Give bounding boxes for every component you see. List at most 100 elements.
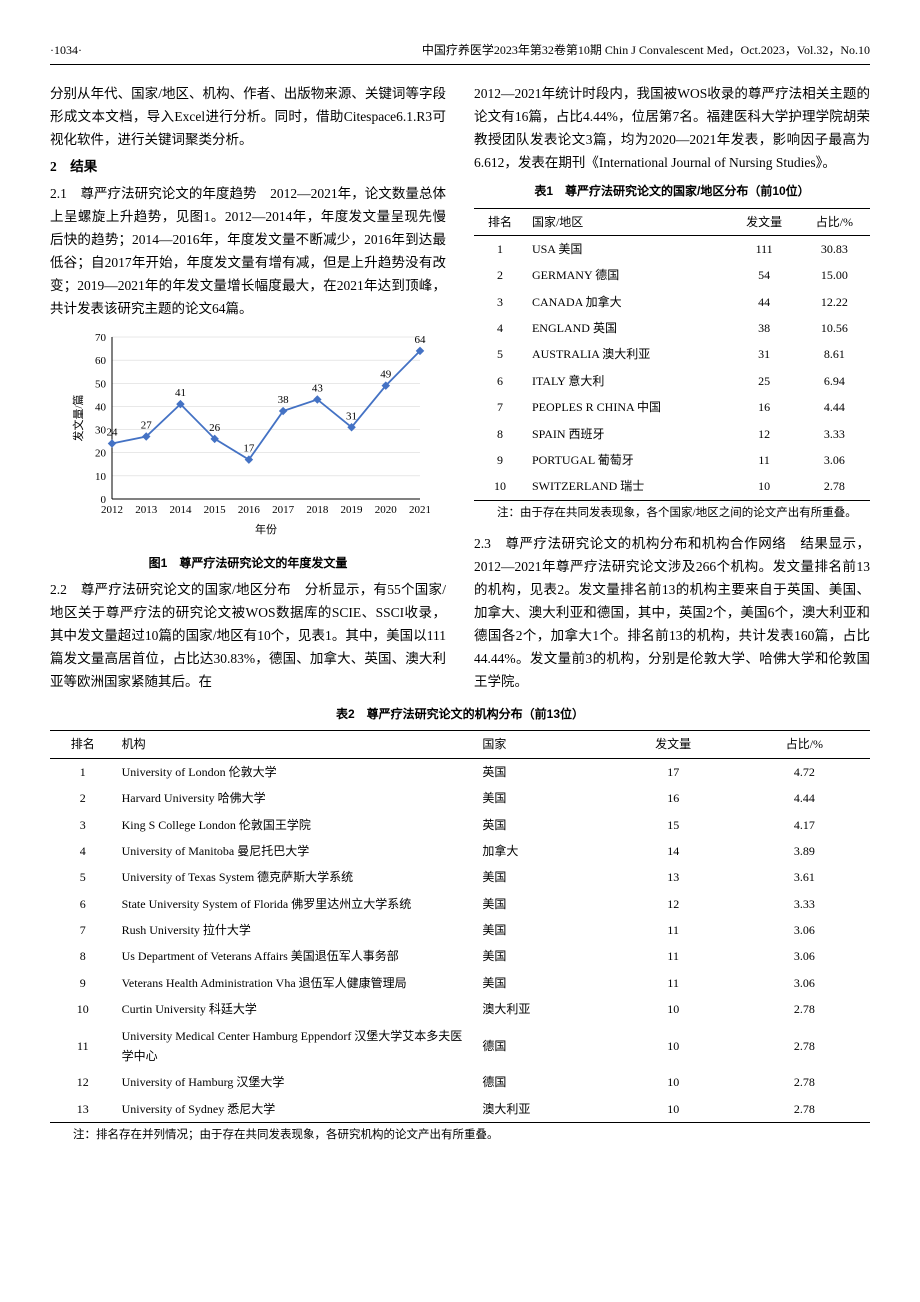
table-cell: 16: [608, 785, 739, 811]
para-intro: 分别从年代、国家/地区、机构、作者、出版物来源、关键词等字段形成文本文档，导入E…: [50, 83, 446, 152]
table-cell: 10: [608, 1023, 739, 1070]
svg-text:2016: 2016: [238, 504, 261, 516]
table-row: 4University of Manitoba 曼尼托巴大学加拿大143.89: [50, 838, 870, 864]
table-row: 4ENGLAND 英国3810.56: [474, 315, 870, 341]
table-cell: SPAIN 西班牙: [526, 421, 730, 447]
table-cell: SWITZERLAND 瑞士: [526, 473, 730, 500]
table-cell: University of London 伦敦大学: [116, 758, 477, 785]
table-cell: 5: [50, 864, 116, 890]
table-cell: 11: [608, 917, 739, 943]
table-cell: PEOPLES R CHINA 中国: [526, 394, 730, 420]
table-row: 12University of Hamburg 汉堡大学德国102.78: [50, 1069, 870, 1095]
table-cell: 25: [729, 368, 798, 394]
table-cell: 11: [608, 970, 739, 996]
svg-text:2019: 2019: [341, 504, 364, 516]
table-cell: 30.83: [799, 235, 870, 262]
table-cell: 美国: [476, 970, 607, 996]
table-cell: 加拿大: [476, 838, 607, 864]
table-cell: 15.00: [799, 262, 870, 288]
table-row: 3CANADA 加拿大4412.22: [474, 289, 870, 315]
table-cell: GERMANY 德国: [526, 262, 730, 288]
table-cell: 美国: [476, 943, 607, 969]
table-cell: 3.06: [739, 943, 870, 969]
table-row: 9PORTUGAL 葡萄牙113.06: [474, 447, 870, 473]
table-cell: 3: [474, 289, 526, 315]
svg-text:20: 20: [95, 447, 107, 459]
table-cell: 3: [50, 812, 116, 838]
table-cell: 3.06: [739, 970, 870, 996]
page-header: ·1034· 中国疗养医学2023年第32卷第10期 Chin J Conval…: [50, 40, 870, 65]
table-2: 排名机构国家发文量占比/%1University of London 伦敦大学英…: [50, 730, 870, 1123]
table-cell: 2.78: [739, 1023, 870, 1070]
line-chart-svg: 0102030405060702420122720134120142620151…: [70, 329, 430, 539]
table-cell: 5: [474, 341, 526, 367]
table-cell: 13: [50, 1096, 116, 1123]
table-cell: University of Hamburg 汉堡大学: [116, 1069, 477, 1095]
table-cell: Harvard University 哈佛大学: [116, 785, 477, 811]
table-cell: 4: [474, 315, 526, 341]
svg-text:43: 43: [312, 382, 324, 394]
svg-text:24: 24: [107, 426, 119, 438]
table-2-note: 注：排名存在并列情况；由于存在共同发表现象，各研究机构的论文产出有所重叠。: [50, 1126, 870, 1146]
table-cell: ENGLAND 英国: [526, 315, 730, 341]
table-row: 8Us Department of Veterans Affairs 美国退伍军…: [50, 943, 870, 969]
table-cell: 美国: [476, 785, 607, 811]
table-cell: USA 美国: [526, 235, 730, 262]
table-cell: 美国: [476, 891, 607, 917]
svg-text:2021: 2021: [409, 504, 430, 516]
table-cell: 3.61: [739, 864, 870, 890]
svg-text:2014: 2014: [169, 504, 192, 516]
table-cell: 10: [608, 1096, 739, 1123]
table-header: 排名: [474, 208, 526, 235]
svg-text:2017: 2017: [272, 504, 295, 516]
table-cell: 9: [474, 447, 526, 473]
table-cell: 2.78: [739, 996, 870, 1022]
table-cell: 2.78: [799, 473, 870, 500]
table-2-caption: 表2 尊严疗法研究论文的机构分布（前13位）: [50, 704, 870, 724]
table-row: 6ITALY 意大利256.94: [474, 368, 870, 394]
table-cell: 12.22: [799, 289, 870, 315]
svg-text:70: 70: [95, 332, 107, 344]
left-column: 分别从年代、国家/地区、机构、作者、出版物来源、关键词等字段形成文本文档，导入E…: [50, 83, 446, 694]
table-cell: 3.33: [799, 421, 870, 447]
table-cell: State University System of Florida 佛罗里达州…: [116, 891, 477, 917]
table-2-block: 表2 尊严疗法研究论文的机构分布（前13位） 排名机构国家发文量占比/%1Uni…: [50, 704, 870, 1146]
table-cell: 3.06: [799, 447, 870, 473]
table-cell: University of Sydney 悉尼大学: [116, 1096, 477, 1123]
table-1-caption: 表1 尊严疗法研究论文的国家/地区分布（前10位）: [474, 181, 870, 201]
table-cell: 10: [608, 1069, 739, 1095]
table-header: 国家: [476, 731, 607, 758]
table-cell: King S College London 伦敦国王学院: [116, 812, 477, 838]
table-cell: 13: [608, 864, 739, 890]
table-header: 占比/%: [799, 208, 870, 235]
table-cell: 4: [50, 838, 116, 864]
table-cell: 德国: [476, 1023, 607, 1070]
svg-text:30: 30: [95, 424, 107, 436]
table-cell: 8.61: [799, 341, 870, 367]
table-row: 11University Medical Center Hamburg Eppe…: [50, 1023, 870, 1070]
table-cell: CANADA 加拿大: [526, 289, 730, 315]
table-cell: 德国: [476, 1069, 607, 1095]
table-cell: 11: [608, 943, 739, 969]
table-cell: 2: [474, 262, 526, 288]
svg-text:49: 49: [380, 368, 392, 380]
svg-text:年份: 年份: [255, 522, 277, 536]
two-column-layout: 分别从年代、国家/地区、机构、作者、出版物来源、关键词等字段形成文本文档，导入E…: [50, 83, 870, 694]
table-cell: 4.44: [739, 785, 870, 811]
table-row: 6State University System of Florida 佛罗里达…: [50, 891, 870, 917]
svg-text:发文量/篇: 发文量/篇: [71, 394, 85, 441]
svg-text:31: 31: [346, 410, 357, 422]
table-row: 5AUSTRALIA 澳大利亚318.61: [474, 341, 870, 367]
para-2-3: 2.3 尊严疗法研究论文的机构分布和机构合作网络 结果显示，2012—2021年…: [474, 533, 870, 694]
journal-info: 中国疗养医学2023年第32卷第10期 Chin J Convalescent …: [422, 40, 870, 60]
table-cell: AUSTRALIA 澳大利亚: [526, 341, 730, 367]
table-cell: Curtin University 科廷大学: [116, 996, 477, 1022]
svg-text:2020: 2020: [375, 504, 398, 516]
svg-text:10: 10: [95, 471, 107, 483]
table-cell: 1: [474, 235, 526, 262]
table-header: 发文量: [729, 208, 798, 235]
svg-text:27: 27: [141, 419, 153, 431]
table-cell: Us Department of Veterans Affairs 美国退伍军人…: [116, 943, 477, 969]
table-row: 8SPAIN 西班牙123.33: [474, 421, 870, 447]
table-cell: 3.89: [739, 838, 870, 864]
